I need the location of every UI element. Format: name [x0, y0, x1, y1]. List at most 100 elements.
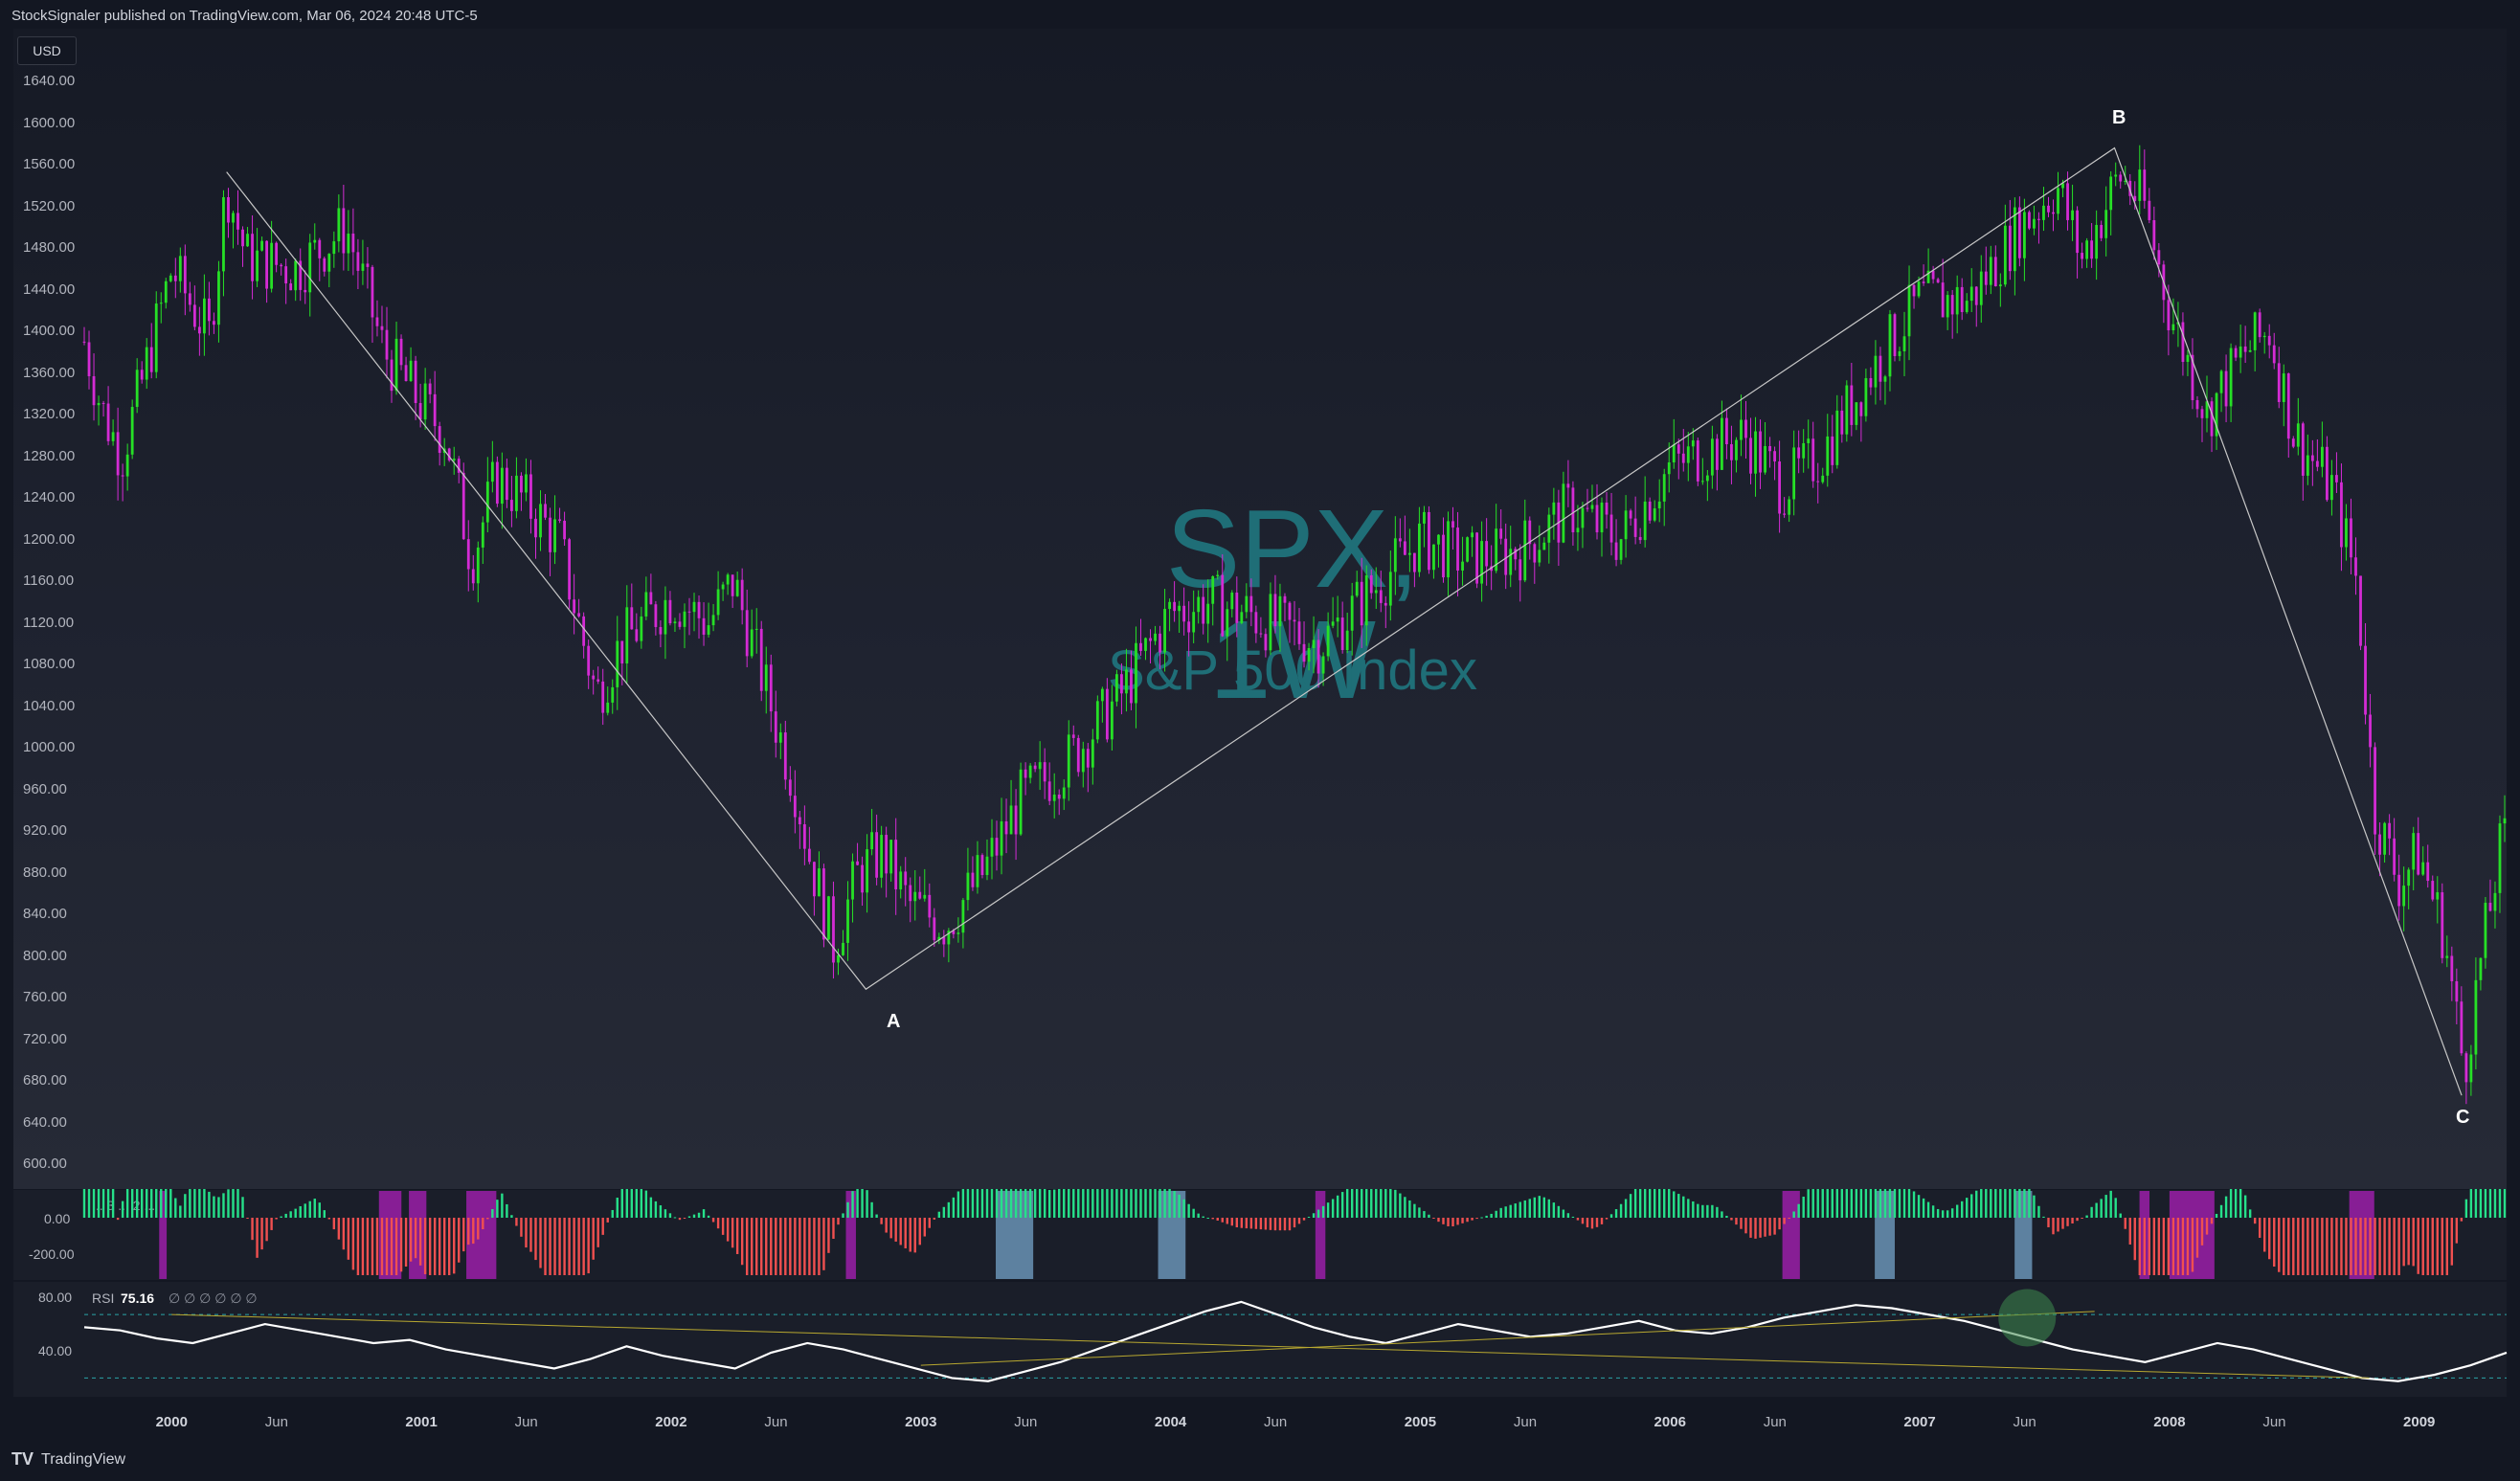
candle-body: [1033, 765, 1037, 770]
oscillator-bar: [726, 1218, 730, 1242]
candle-body: [1922, 281, 1925, 283]
candle-body: [842, 942, 844, 955]
candle-body: [2081, 253, 2083, 259]
oscillator-bar: [1893, 1189, 1897, 1218]
oscillator-bar: [990, 1189, 994, 1218]
candle-body: [2205, 401, 2209, 418]
candle-body: [1273, 594, 1277, 627]
candle-body: [111, 432, 115, 441]
candle-body: [265, 240, 269, 289]
oscillator-bar: [1278, 1218, 1282, 1231]
candle-body: [423, 383, 427, 420]
candle-body: [1014, 805, 1018, 835]
candle-body: [375, 317, 379, 326]
oscillator-bar: [2484, 1189, 2487, 1218]
candle-body: [495, 461, 499, 505]
oscillator-bar: [327, 1218, 331, 1220]
candle-body: [928, 894, 932, 918]
candle-body: [1778, 461, 1781, 514]
candle-body: [1715, 438, 1719, 470]
candle-body: [995, 838, 999, 856]
oscillator-bar: [1533, 1197, 1536, 1218]
oscillator-bar: [923, 1218, 926, 1237]
candle-body: [433, 393, 437, 427]
oscillator-bar: [193, 1189, 196, 1218]
oscillator-bar: [351, 1218, 355, 1270]
oscillator-bar: [2364, 1218, 2367, 1275]
oscillator-bar: [1096, 1189, 1099, 1218]
currency-selector[interactable]: USD: [17, 36, 77, 65]
candle-body: [563, 520, 566, 540]
candle-body: [2354, 557, 2357, 576]
candle-body: [1245, 595, 1249, 613]
candle-body: [649, 592, 653, 605]
oscillator-bar: [913, 1218, 916, 1253]
oscillator-bar: [1999, 1189, 2002, 1218]
candle-body: [2138, 169, 2142, 201]
oscillator-bar: [174, 1198, 177, 1218]
candle-body: [92, 376, 96, 406]
oscillator-bar: [745, 1218, 749, 1275]
candle-body: [1907, 284, 1911, 337]
candle-body: [1480, 541, 1484, 584]
candle-body: [1609, 514, 1613, 543]
oscillator-bar: [899, 1218, 902, 1245]
candle-body: [202, 298, 206, 334]
oscillator-bar: [1139, 1189, 1142, 1218]
oscillator-bar: [1975, 1190, 1978, 1218]
oscillator-bar: [1907, 1189, 1911, 1218]
oscillator-bar: [92, 1189, 96, 1218]
oscillator-bar: [1283, 1218, 1287, 1231]
oscillator-bar: [82, 1189, 86, 1218]
candle-body: [97, 402, 101, 406]
candle-body: [1168, 601, 1171, 610]
candle-body: [1744, 419, 1747, 438]
oscillator-bar: [803, 1218, 806, 1275]
candle-body: [1000, 820, 1003, 856]
oscillator-bar: [1946, 1210, 1949, 1218]
oscillator-bar: [1370, 1189, 1373, 1218]
candle-body: [1499, 528, 1503, 539]
oscillator-bar: [707, 1215, 710, 1218]
oscillator-bar: [1749, 1218, 1752, 1238]
candle-body: [851, 861, 854, 900]
oscillator-bar: [1504, 1206, 1507, 1218]
oscillator-bar: [394, 1218, 398, 1275]
oscillator-bar: [563, 1218, 566, 1275]
oscillator-bar: [2464, 1199, 2468, 1218]
candle-body: [735, 579, 739, 596]
candle-body: [135, 370, 139, 408]
candle-body: [885, 835, 889, 874]
candle-body: [1345, 630, 1349, 651]
oscillator-bar: [2100, 1199, 2103, 1218]
oscillator-bar: [1326, 1202, 1330, 1218]
oscillator-bar: [1821, 1189, 1824, 1218]
oscillator-bar: [928, 1218, 931, 1228]
candle-body: [490, 461, 494, 482]
oscillator-bar: [1557, 1205, 1561, 1218]
oscillator-bar: [678, 1218, 682, 1221]
oscillator-bar: [198, 1189, 201, 1218]
candle-body: [1269, 594, 1272, 651]
oscillator-bar: [1931, 1205, 1935, 1218]
candle-body: [1864, 378, 1868, 416]
oscillator-bar: [644, 1190, 648, 1218]
oscillator-bar: [966, 1189, 970, 1218]
oscillator-bar: [611, 1209, 614, 1218]
oscillator-bar: [2498, 1189, 2502, 1218]
oscillator-bar: [520, 1218, 523, 1237]
oscillator-bar: [1706, 1204, 1709, 1218]
candle-body: [745, 610, 749, 657]
oscillator-bar: [1000, 1189, 1003, 1218]
oscillator-bar: [140, 1189, 144, 1218]
candle-body: [2315, 460, 2319, 467]
oscillator-bar: [861, 1189, 864, 1218]
oscillator-bar: [1485, 1215, 1488, 1218]
oscillator-bar: [1668, 1189, 1671, 1218]
oscillator-bar: [438, 1218, 441, 1275]
main-chart-pane[interactable]: [13, 29, 2507, 1189]
oscillator-bar: [1082, 1189, 1085, 1218]
candle-body: [1316, 640, 1320, 674]
oscillator-bar: [2171, 1218, 2175, 1275]
oscillator-bar: [2493, 1189, 2497, 1218]
